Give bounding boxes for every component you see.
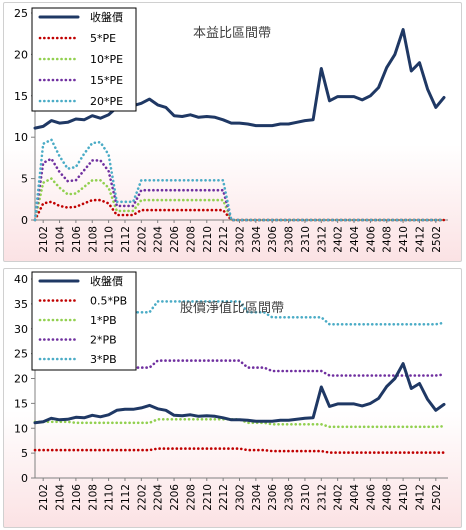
legend: 收盤價 0.5*PB 1*PB 2*PB 3*PB	[31, 271, 137, 371]
y-tick-label: 20	[14, 48, 28, 61]
x-tick-label: 2312	[316, 484, 328, 511]
legend-label: 2*PB	[90, 334, 117, 347]
x-tick-label: 2410	[398, 226, 410, 253]
x-tick-label: 2108	[87, 226, 99, 253]
y-tick-label: 0	[21, 214, 28, 227]
x-tick-label: 2402	[333, 484, 345, 511]
x-tick-label: 2204	[153, 484, 165, 511]
x-tick-label: 2410	[398, 484, 410, 511]
y-tick-label: 25	[14, 348, 28, 361]
y-tick-label: 35	[14, 298, 28, 311]
pe-band-chart: 0 5 10 15 20 25 2102 2104 2106 2108 2110 2112 2202 22…	[14, 7, 448, 253]
x-tick-label: 2104	[55, 226, 67, 253]
y-tick-label: 25	[14, 7, 28, 20]
y-tick-label: 15	[14, 90, 28, 103]
y-tick-label: 40	[14, 273, 28, 286]
pb-band-chart-panel: 0 5 10 15 20 25 30 35 40 2102 2104 2106 2108 2110 2112…	[3, 268, 462, 528]
x-tick-label: 2202	[136, 226, 148, 253]
x-tick-label: 2210	[202, 484, 214, 511]
series-line-20*PE	[33, 138, 446, 222]
legend: 收盤價 5*PE 10*PE 15*PE 20*PE	[31, 7, 137, 112]
x-tick-label: 2110	[104, 226, 116, 253]
legend-label: 15*PE	[90, 74, 123, 87]
x-tick-label: 2208	[185, 484, 197, 511]
y-tick-label: 30	[14, 323, 28, 336]
series-line-5*PE	[33, 198, 446, 222]
x-tick-label: 2102	[38, 226, 50, 253]
x-tick-label: 2106	[71, 484, 83, 511]
x-tick-label: 2408	[382, 484, 394, 511]
y-tick-label: 20	[14, 373, 28, 386]
x-tick-label: 2308	[284, 484, 296, 511]
legend-label: 0.5*PB	[90, 295, 127, 308]
legend-label: 收盤價	[90, 10, 123, 24]
x-tick-label: 2302	[235, 226, 247, 253]
y-tick-label: 10	[14, 422, 28, 435]
x-tick-label: 2204	[153, 226, 165, 253]
legend-label: 1*PB	[90, 314, 117, 327]
x-tick-label: 2206	[169, 484, 181, 511]
x-tick-label: 2306	[267, 226, 279, 253]
x-tick-label: 2406	[365, 226, 377, 253]
x-tick-label: 2112	[120, 226, 132, 253]
y-tick-label: 15	[14, 397, 28, 410]
legend-label: 收盤價	[90, 274, 123, 288]
x-tick-label: 2304	[251, 484, 263, 511]
x-tick-label: 2206	[169, 226, 181, 253]
pb-band-chart: 0 5 10 15 20 25 30 35 40 2102 2104 2106 2108 2110 2112…	[14, 271, 448, 511]
x-tick-label: 2208	[185, 226, 197, 253]
series-line-15*PE	[33, 157, 446, 222]
x-tick-label: 2408	[382, 226, 394, 253]
series-line-0.5*PB	[33, 447, 446, 454]
x-tick-label: 2502	[431, 226, 443, 253]
pe-band-chart-panel: 0 5 10 15 20 25 2102 2104 2106 2108 2110 2112 2202 22…	[3, 2, 462, 262]
x-tick-label: 2412	[414, 226, 426, 253]
x-tick-label: 2412	[414, 484, 426, 511]
x-tick-label: 2404	[349, 484, 361, 511]
x-tick-label: 2402	[333, 226, 345, 253]
x-tick-label: 2104	[55, 484, 67, 511]
x-tick-label: 2310	[300, 226, 312, 253]
x-tick-label: 2112	[120, 484, 132, 511]
chart-title: 本益比區間帶	[193, 26, 271, 41]
x-tick-label: 2312	[316, 226, 328, 253]
x-tick-label: 2210	[202, 226, 214, 253]
series-line-收盤價	[33, 28, 446, 130]
x-tick-label: 2404	[349, 226, 361, 253]
x-tick-label: 2304	[251, 226, 263, 253]
series-line-收盤價	[33, 362, 446, 425]
chart-title: 股價淨值比區間帶	[180, 300, 284, 316]
x-tick-label: 2202	[136, 484, 148, 511]
x-tick-label: 2406	[365, 484, 377, 511]
y-tick-label: 5	[21, 447, 28, 460]
x-tick-label: 2106	[71, 226, 83, 253]
x-tick-label: 2102	[38, 484, 50, 511]
legend-label: 20*PE	[90, 95, 123, 108]
x-tick-label: 2302	[235, 484, 247, 511]
x-tick-label: 2110	[104, 484, 116, 511]
legend-label: 3*PB	[90, 353, 117, 366]
series-line-10*PE	[33, 177, 446, 222]
x-tick-label: 2212	[218, 226, 230, 253]
legend-label: 5*PE	[90, 32, 116, 45]
y-tick-label: 5	[21, 173, 28, 186]
x-tick-label: 2502	[431, 484, 443, 511]
x-tick-label: 2306	[267, 484, 279, 511]
y-tick-label: 10	[14, 131, 28, 144]
x-tick-label: 2308	[284, 226, 296, 253]
y-tick-label: 0	[21, 472, 28, 485]
x-tick-label: 2310	[300, 484, 312, 511]
legend-label: 10*PE	[90, 53, 123, 66]
x-tick-label: 2212	[218, 484, 230, 511]
x-tick-label: 2108	[87, 484, 99, 511]
